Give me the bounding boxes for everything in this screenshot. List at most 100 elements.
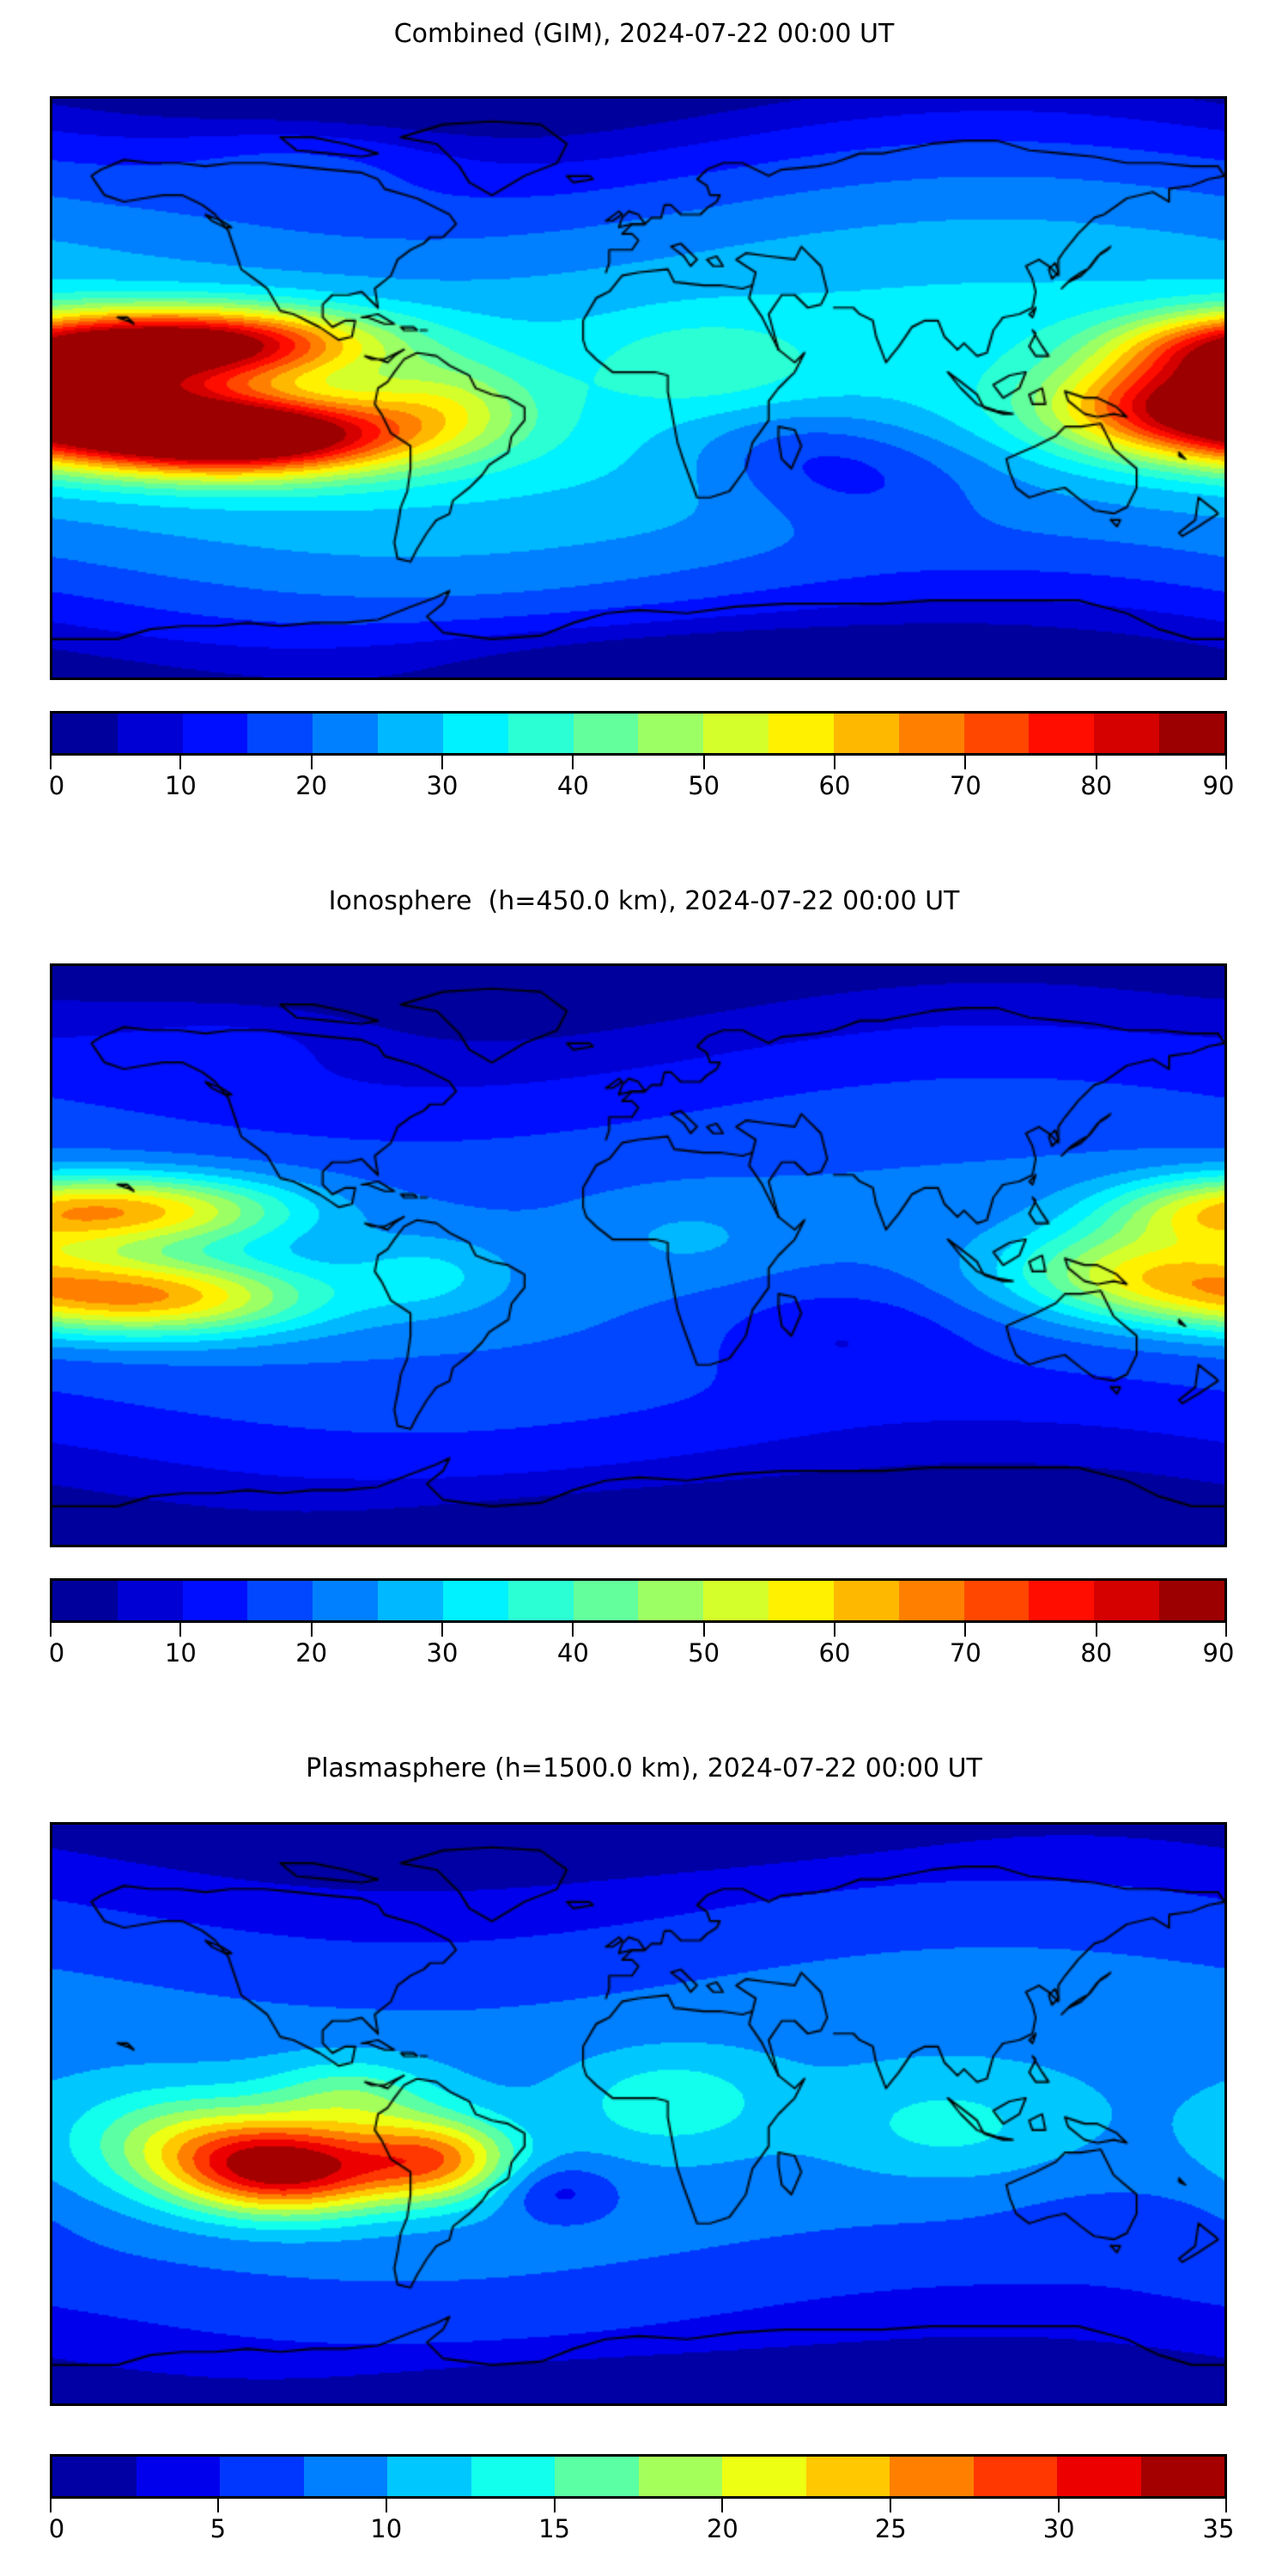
colorbar-gradient-combined xyxy=(50,711,1227,756)
colorbar-tick-label: 50 xyxy=(688,1638,720,1668)
colorbar-tick xyxy=(179,756,182,769)
colorbar-segment xyxy=(52,1581,118,1620)
colorbar-tick xyxy=(310,1623,313,1637)
colorbar-segment xyxy=(963,714,1030,753)
colorbar-labels-ionosphere: 0 10 20 30 40 50 60 70 80 90 xyxy=(49,1638,1235,1673)
colorbar-tick-label: 15 xyxy=(538,2514,571,2543)
colorbar-segment xyxy=(1140,2457,1224,2496)
colorbar-tick-label: 0 xyxy=(48,771,65,800)
colorbar-tick xyxy=(890,2499,892,2512)
panel-ionosphere: Ionosphere (h=450.0 km), 2024-07-22 00:0… xyxy=(0,867,1288,1726)
colorbar-tick-label: 40 xyxy=(556,771,589,800)
colorbar-tick-label: 10 xyxy=(164,771,197,800)
colorbar-gradient-plasmasphere xyxy=(50,2454,1227,2499)
colorbar-segment xyxy=(313,1581,379,1620)
colorbar-segment xyxy=(387,2457,471,2496)
colorbar-segment xyxy=(1029,714,1095,753)
map-canvas-plasmasphere xyxy=(52,1825,1224,2403)
colorbar-tick xyxy=(702,1623,705,1637)
colorbar-segment xyxy=(52,2457,137,2496)
colorbar-segment xyxy=(638,2457,722,2496)
colorbar-segment xyxy=(973,2457,1057,2496)
panel-title-ionosphere: Ionosphere (h=450.0 km), 2024-07-22 00:0… xyxy=(328,886,960,916)
colorbar-segment xyxy=(1094,1581,1160,1620)
colorbar-tick-label: 20 xyxy=(295,1638,328,1668)
colorbar-segment xyxy=(507,1581,574,1620)
colorbar-segment xyxy=(313,714,379,753)
colorbar-segment xyxy=(573,1581,639,1620)
colorbar-tick xyxy=(721,2499,724,2512)
colorbar-ticks-plasmasphere xyxy=(50,2499,1227,2514)
colorbar-segment xyxy=(898,1581,964,1620)
colorbar-tick xyxy=(964,1623,967,1637)
colorbar-tick-label: 80 xyxy=(1080,1638,1113,1668)
colorbar-tick-label: 40 xyxy=(556,1638,589,1668)
colorbar-segment xyxy=(805,2457,890,2496)
colorbar-segment xyxy=(247,714,313,753)
colorbar-segment xyxy=(182,1581,248,1620)
colorbar-tick-label: 25 xyxy=(874,2514,907,2543)
map-canvas-ionosphere xyxy=(52,966,1224,1545)
colorbar-segment xyxy=(442,1581,508,1620)
colorbar-tick-label: 30 xyxy=(426,771,459,800)
colorbar-tick xyxy=(1095,756,1097,769)
colorbar-segment xyxy=(442,714,508,753)
colorbar-tick xyxy=(1095,1623,1097,1637)
colorbar-tick xyxy=(702,756,705,769)
colorbar-tick xyxy=(964,756,967,769)
colorbar-segment xyxy=(722,2457,806,2496)
colorbar-tick-label: 90 xyxy=(1202,1638,1235,1668)
colorbar-segment xyxy=(507,714,574,753)
colorbar-tick xyxy=(1225,2499,1227,2512)
colorbar-tick xyxy=(50,1623,52,1637)
colorbar-plasmasphere: 0 5 10 15 20 25 30 35 xyxy=(48,2454,1235,2549)
colorbar-tick-label: 10 xyxy=(164,1638,197,1668)
colorbar-segment xyxy=(1094,714,1160,753)
colorbar-tick-label: 30 xyxy=(1042,2514,1075,2543)
map-combined xyxy=(50,96,1227,680)
colorbar-segment xyxy=(52,714,118,753)
colorbar-tick xyxy=(50,756,52,769)
panel-plasmasphere: Plasmasphere (h=1500.0 km), 2024-07-22 0… xyxy=(0,1735,1288,2576)
colorbar-tick-label: 60 xyxy=(818,1638,851,1668)
colorbar-tick-label: 0 xyxy=(48,2514,65,2543)
colorbar-tick xyxy=(441,1623,443,1637)
colorbar-tick-label: 10 xyxy=(370,2514,403,2543)
colorbar-segment xyxy=(638,714,704,753)
colorbar-segment xyxy=(703,1581,769,1620)
colorbar-ionosphere: 0 10 20 30 40 50 60 70 80 90 xyxy=(49,1578,1235,1673)
colorbar-tick xyxy=(834,1623,835,1637)
colorbar-tick-label: 5 xyxy=(210,2514,227,2543)
colorbar-segment xyxy=(555,2457,639,2496)
colorbar-tick xyxy=(834,756,835,769)
colorbar-tick-label: 70 xyxy=(949,771,981,800)
colorbar-segment xyxy=(573,714,639,753)
colorbar-segment xyxy=(247,1581,313,1620)
colorbar-tick xyxy=(179,1623,182,1637)
colorbar-segment xyxy=(136,2457,220,2496)
colorbar-tick-label: 20 xyxy=(295,771,328,800)
colorbar-segment xyxy=(1159,714,1224,753)
colorbar-segment xyxy=(833,714,899,753)
colorbar-segment xyxy=(1159,1581,1224,1620)
colorbar-segment xyxy=(769,1581,834,1620)
colorbar-tick xyxy=(1058,2499,1060,2512)
colorbar-tick-label: 80 xyxy=(1080,771,1113,800)
colorbar-segment xyxy=(769,714,834,753)
colorbar-tick-label: 20 xyxy=(706,2514,738,2543)
colorbar-segment xyxy=(898,714,964,753)
colorbar-tick xyxy=(572,1623,574,1637)
colorbar-tick-label: 90 xyxy=(1202,771,1235,800)
colorbar-tick-label: 50 xyxy=(688,771,720,800)
colorbar-segment xyxy=(220,2457,304,2496)
colorbar-gradient-ionosphere xyxy=(50,1578,1227,1623)
colorbar-ticks-combined xyxy=(50,756,1227,771)
colorbar-segment xyxy=(378,714,443,753)
colorbar-segment xyxy=(117,1581,183,1620)
colorbar-labels-plasmasphere: 0 5 10 15 20 25 30 35 xyxy=(48,2514,1235,2549)
colorbar-segment xyxy=(1057,2457,1141,2496)
colorbar-tick-label: 30 xyxy=(426,1638,459,1668)
colorbar-labels-combined: 0 10 20 30 40 50 60 70 80 90 xyxy=(48,771,1235,805)
map-plasmasphere xyxy=(50,1822,1227,2406)
